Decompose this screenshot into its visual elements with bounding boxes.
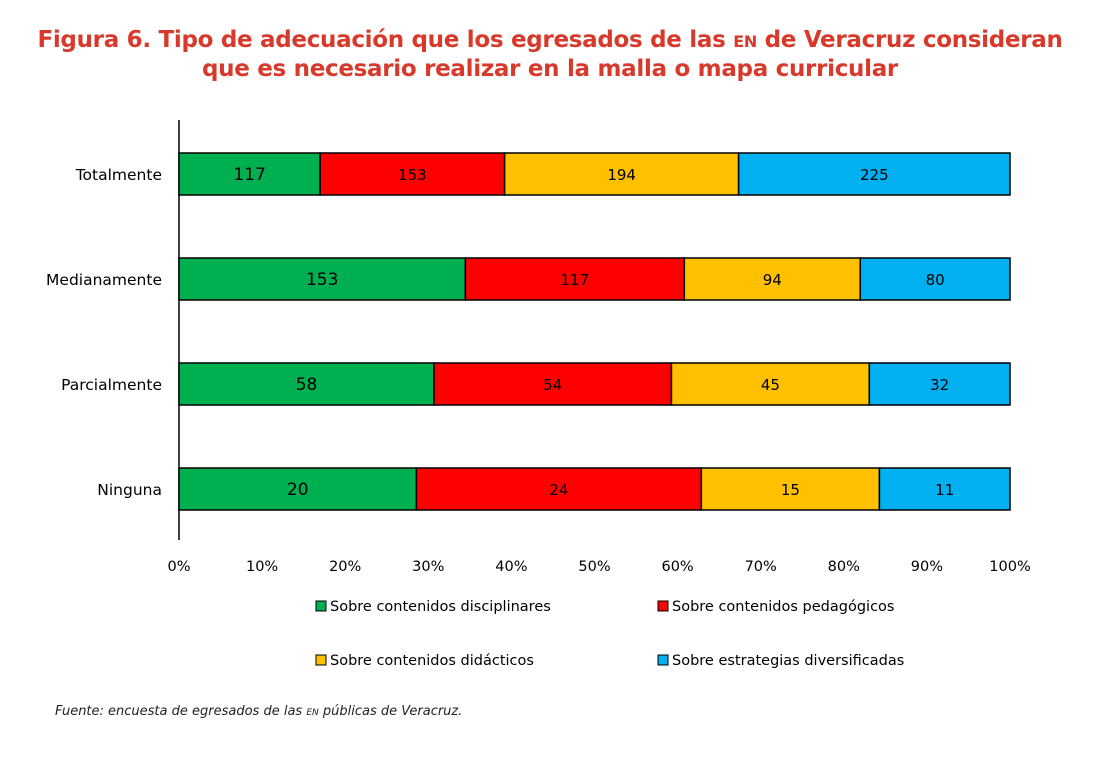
bar-segment [670,362,871,406]
data-label: 24 [549,481,568,499]
legend-swatch [657,654,669,666]
category-label: Parcialmente [61,376,162,394]
bar-segment [319,152,506,196]
source-abbr: en [306,704,319,719]
bar-segment [700,467,881,511]
legend-swatch [315,600,327,612]
category-label: Totalmente [75,166,162,184]
data-label: 54 [543,376,562,394]
data-label: 32 [930,376,949,394]
x-tick-label: 20% [329,559,361,575]
legend-swatch [315,654,327,666]
data-label: 80 [926,271,945,289]
chart-title: Figura 6. Tipo de adecuación que los egr… [0,26,1100,84]
bar-segment [683,257,862,301]
legend-swatch [657,600,669,612]
bar-segment [878,467,1011,511]
bar-segment [178,257,467,301]
x-tick-label: 100% [989,559,1030,575]
chart-title-line1: Figura 6. Tipo de adecuación que los egr… [0,26,1100,55]
category-label: Ninguna [97,481,162,499]
data-label: 20 [287,480,309,500]
bar-segment [415,467,703,511]
legend-label: Sobre estrategias diversificadas [672,653,904,669]
bar-segment [178,467,418,511]
x-tick-label: 90% [911,559,943,575]
source-note: Fuente: encuesta de egresados de las en … [55,704,462,719]
x-tick-label: 0% [167,559,190,575]
x-tick-label: 50% [578,559,610,575]
bar-segment [433,362,673,406]
x-tick-label: 10% [246,559,278,575]
title-text-a: Figura 6. Tipo de adecuación que los egr… [37,27,734,53]
x-tick-label: 40% [495,559,527,575]
data-label: 225 [860,166,889,184]
bar-segment [464,257,686,301]
x-tick-label: 60% [661,559,693,575]
category-label: Medianamente [46,271,162,289]
bar-segment [859,257,1011,301]
title-text-b: de Veracruz consideran [756,27,1063,53]
legend-label: Sobre contenidos disciplinares [330,599,551,615]
title-abbr: en [733,27,757,53]
data-label: 153 [306,270,338,290]
source-text-a: Fuente: encuesta de egresados de las [55,704,307,719]
data-label: 153 [398,166,427,184]
bar-segment [868,362,1011,406]
data-label: 11 [935,481,954,499]
x-tick-label: 30% [412,559,444,575]
data-label: 194 [607,166,636,184]
bar-segment [503,152,740,196]
data-label: 45 [761,376,780,394]
bar-segment [737,152,1011,196]
data-label: 15 [781,481,800,499]
data-label: 117 [561,271,590,289]
legend-label: Sobre contenidos didácticos [330,653,534,669]
source-text-b: públicas de Veracruz. [318,704,463,719]
legend-label: Sobre contenidos pedagógicos [672,599,894,615]
chart-title-line2: que es necesario realizar en la malla o … [202,56,898,82]
bar-segment [178,362,435,406]
data-label: 117 [233,165,265,185]
data-label: 58 [296,375,318,395]
x-tick-label: 70% [745,559,777,575]
x-tick-label: 80% [828,559,860,575]
data-label: 94 [763,271,782,289]
